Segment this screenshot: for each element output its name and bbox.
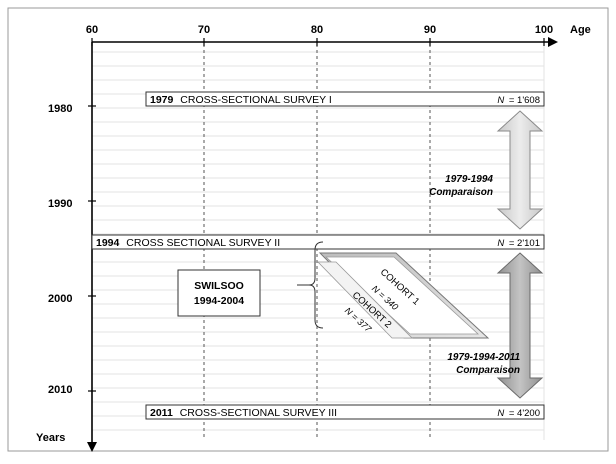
comparison-2-line1: 1979-1994-2011: [447, 352, 520, 363]
comparison-arrow-1979-1994-2011: 1979-1994-2011 Comparaison: [447, 252, 544, 399]
swilsoo-title: SWILSOO: [194, 280, 244, 292]
survey-1979-name: CROSS-SECTIONAL SURVEY I: [180, 94, 332, 106]
svg-text:1994 CROSS SECTIONAL SUR: 1994 CROSS SECTIONAL SURVEY II: [96, 237, 280, 249]
survey-bar-1994: 1994 CROSS SECTIONAL SURVEY II N = 2'101: [91, 234, 545, 250]
age-tick-100: 100: [535, 24, 553, 36]
years-axis-arrowhead-icon: [87, 442, 97, 452]
survey-1994-name: CROSS SECTIONAL SURVEY II: [126, 237, 280, 249]
swilsoo-box: SWILSOO 1994-2004: [177, 269, 261, 317]
year-tick-2000: 2000: [48, 293, 72, 305]
survey-1979-n-label: N: [497, 95, 504, 106]
age-tick-60: 60: [86, 24, 98, 36]
age-tick-90: 90: [424, 24, 436, 36]
survey-2011-year: 2011: [150, 407, 173, 419]
grid-lines: [92, 42, 545, 440]
survey-bar-2011: 2011 CROSS-SECTIONAL SURVEY III N = 4'20…: [145, 404, 545, 420]
swilsoo-years: 1994-2004: [194, 295, 244, 307]
comparison-arrow-1979-1994: 1979-1994 Comparaison: [429, 110, 544, 230]
double-arrow-dark-icon: [496, 252, 544, 399]
svg-text:N = 1'608: N = 1'608: [497, 95, 540, 106]
svg-text:N = 2'101: N = 2'101: [497, 238, 540, 249]
age-axis-arrowhead-icon: [548, 37, 558, 47]
survey-2011-n-label: N: [497, 408, 504, 419]
comparison-2-line2: Comparaison: [456, 365, 520, 376]
survey-2011-name: CROSS-SECTIONAL SURVEY III: [180, 407, 337, 419]
years-axis-label: Years: [36, 432, 65, 444]
survey-2011-n-value: = 4'200: [509, 408, 540, 419]
survey-1994-year: 1994: [96, 237, 120, 249]
svg-text:2011 CROSS-SECTIONAL SUR: 2011 CROSS-SECTIONAL SURVEY III: [150, 407, 337, 419]
comparison-1-line1: 1979-1994: [445, 174, 493, 185]
comparison-1-line2: Comparaison: [429, 187, 493, 198]
survey-1994-n-label: N: [497, 238, 504, 249]
cohort-brace: [308, 241, 324, 329]
svg-text:1979 CROSS-SECTIONAL SUR: 1979 CROSS-SECTIONAL SURVEY I: [150, 94, 332, 106]
survey-bar-1979: 1979 CROSS-SECTIONAL SURVEY I N = 1'608: [145, 91, 545, 107]
age-axis-label: Age: [570, 24, 591, 36]
year-tick-1980: 1980: [48, 103, 72, 115]
year-tick-1990: 1990: [48, 198, 72, 210]
survey-1994-n-value: = 2'101: [509, 238, 540, 249]
svg-text:N = 4'200: N = 4'200: [497, 408, 540, 419]
age-tick-70: 70: [198, 24, 210, 36]
survey-1979-n-value: = 1'608: [509, 95, 540, 106]
survey-1979-year: 1979: [150, 94, 174, 106]
cohort-band: COHORT 1 N = 340 COHORT 2 N = 377: [317, 252, 490, 339]
outer-frame: [7, 7, 609, 452]
year-tick-2010: 2010: [48, 384, 72, 396]
cohort-2-panel: [317, 261, 413, 339]
double-arrow-light-icon: [496, 110, 544, 230]
age-tick-80: 80: [311, 24, 323, 36]
